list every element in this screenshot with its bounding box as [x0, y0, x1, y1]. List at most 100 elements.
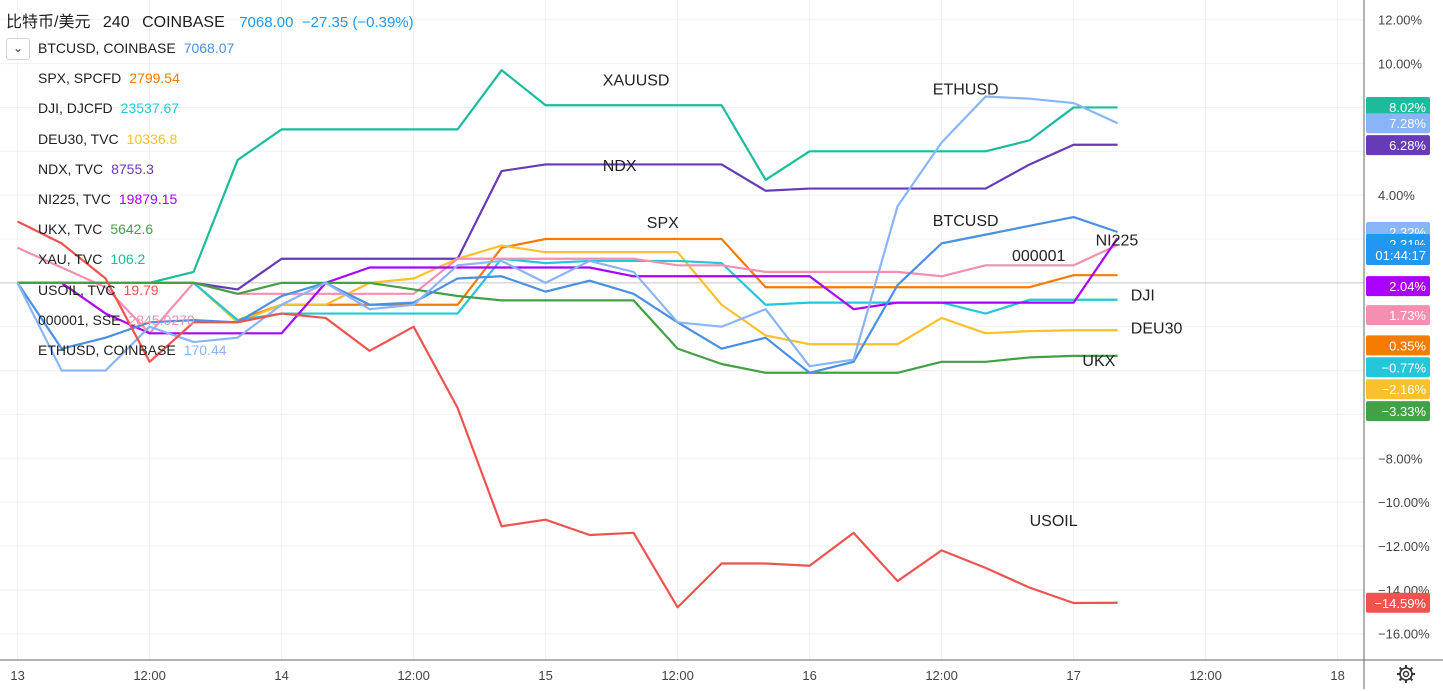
legend-symbol: NI225, TVC — [38, 190, 111, 207]
x-tick-label: 15 — [538, 668, 552, 683]
price-tag-label: 7.28% — [1389, 116, 1426, 131]
series-legend: BTCUSD, COINBASE 7068.07 SPX, SPCFD 2799.54… — [0, 36, 234, 368]
legend-value: 7068.07 — [183, 40, 235, 56]
legend-symbol: UKX, TVC — [38, 221, 103, 238]
legend-item[interactable]: USOIL, TVC 19.79 — [0, 278, 234, 308]
x-tick-label: 12:00 — [397, 668, 430, 683]
legend-symbol: DEU30, TVC — [38, 130, 119, 147]
price-tag — [1366, 379, 1430, 400]
price-tag-label: 6.28% — [1389, 138, 1426, 153]
x-tick-label: 16 — [802, 668, 816, 683]
series-label: ETHUSD — [933, 81, 999, 98]
price-tag — [1366, 357, 1430, 378]
series-line-usoil — [17, 220, 1118, 609]
legend-item[interactable]: UKX, TVC 5642.6 — [0, 217, 234, 247]
legend-value: 19879.15 — [118, 190, 178, 207]
series-line-ethusd — [16, 95, 1119, 372]
x-tick-label: 12:00 — [1189, 668, 1222, 683]
series-label: BTCUSD — [933, 213, 999, 230]
x-tick-label: 14 — [274, 668, 288, 683]
price-tag — [1366, 401, 1430, 422]
price-tag-label: 0.35% — [1389, 338, 1426, 353]
legend-value: 5642.6 — [110, 221, 154, 238]
y-tick-label: −10.00% — [1378, 495, 1430, 510]
x-tick-label: 12:00 — [133, 668, 166, 683]
legend-item[interactable]: 000001, SSE 2845.0270 — [0, 308, 234, 338]
legend-symbol: SPX, SPCFD — [38, 70, 122, 87]
price-tag-label: −0.77% — [1382, 360, 1427, 375]
price-change: −27.35 (−0.39%) — [301, 14, 414, 31]
x-tick-label: 18 — [1330, 668, 1344, 683]
legend-value: 2799.54 — [129, 70, 180, 87]
legend-item[interactable]: SPX, SPCFD 2799.54 — [0, 66, 234, 96]
y-tick-label: −16.00% — [1378, 627, 1430, 642]
series-line-btcusd — [16, 215, 1118, 374]
chart-settings-button[interactable] — [1394, 662, 1418, 686]
price-tag — [1366, 135, 1430, 156]
legend-value: 23537.67 — [120, 100, 180, 117]
x-tick-label: 17 — [1066, 668, 1080, 683]
gear-icon — [1397, 665, 1415, 683]
price-tag-label: −2.16% — [1382, 382, 1427, 397]
price-tag — [1366, 305, 1430, 326]
y-tick-label: 4.00% — [1378, 188, 1415, 203]
series-label: 000001 — [1012, 248, 1065, 265]
price-tag-label: 2.04% — [1389, 279, 1426, 294]
series-label: USOIL — [1030, 513, 1078, 530]
legend-symbol: XAU, TVC — [38, 251, 103, 268]
series-label: NI225 — [1096, 233, 1139, 250]
legend-item[interactable]: NI225, TVC 19879.15 — [0, 187, 234, 217]
x-tick-label: 12:00 — [925, 668, 958, 683]
chart-header: 比特币/美元 240 COINBASE 7068.00 −27.35 (−0.3… — [6, 8, 414, 32]
symbol-title[interactable]: 比特币/美元 — [6, 14, 91, 31]
price-tag — [1366, 276, 1430, 297]
price-tag-label: −14.59% — [1374, 596, 1426, 611]
legend-collapse-button[interactable]: ⌄ — [6, 38, 30, 60]
legend-item[interactable]: ETHUSD, COINBASE 170.44 — [0, 338, 234, 368]
legend-value: 19.79 — [123, 281, 159, 298]
price-tag-label: 8.02% — [1389, 100, 1426, 115]
y-tick-label: 10.00% — [1378, 57, 1423, 72]
legend-value: 2845.0270 — [128, 311, 195, 328]
x-tick-label: 13 — [10, 668, 24, 683]
series-label: UKX — [1082, 353, 1115, 370]
legend-symbol: BTCUSD, COINBASE — [38, 40, 176, 56]
legend-item[interactable]: DEU30, TVC 10336.8 — [0, 127, 234, 157]
legend-symbol: 000001, SSE — [38, 311, 121, 328]
series-label: DJI — [1131, 287, 1155, 304]
chevron-down-icon: ⌄ — [12, 41, 24, 55]
price-tag — [1366, 592, 1430, 613]
legend-value: 10336.8 — [126, 130, 178, 147]
y-tick-label: 12.00% — [1378, 13, 1423, 28]
price-tag — [1366, 113, 1430, 134]
legend-symbol: USOIL, TVC — [38, 281, 116, 298]
legend-item[interactable]: XAU, TVC 106.2 — [0, 247, 234, 277]
series-line-ukx — [17, 281, 1118, 374]
series-label: XAUUSD — [603, 73, 670, 90]
last-price: 7068.00 — [239, 14, 294, 31]
legend-value: 8755.3 — [111, 160, 154, 177]
y-tick-label: −12.00% — [1378, 539, 1430, 554]
x-tick-label: 12:00 — [661, 668, 694, 683]
resolution-label[interactable]: 240 — [102, 14, 130, 31]
series-label: NDX — [603, 158, 637, 175]
legend-symbol: NDX, TVC — [38, 160, 104, 177]
legend-item[interactable]: DJI, DJCFD 23537.67 — [0, 96, 234, 126]
series-label: SPX — [647, 215, 679, 232]
series-line-ni225 — [17, 237, 1119, 335]
legend-item[interactable]: BTCUSD, COINBASE 7068.07 — [0, 36, 234, 66]
exchange-label: COINBASE — [142, 14, 225, 31]
legend-value: 170.44 — [183, 341, 227, 358]
y-tick-label: −8.00% — [1378, 451, 1423, 466]
price-tag — [1366, 97, 1430, 118]
price-tag-label: −3.33% — [1382, 404, 1427, 419]
price-tag-label: 01:44:17 — [1375, 248, 1426, 263]
series-label: DEU30 — [1131, 320, 1183, 337]
price-tag — [1366, 335, 1430, 356]
legend-symbol: DJI, DJCFD — [38, 100, 113, 117]
legend-value: 106.2 — [110, 251, 146, 268]
price-tag — [1366, 245, 1430, 266]
price-tag-label: 1.73% — [1389, 308, 1426, 323]
legend-item[interactable]: NDX, TVC 8755.3 — [0, 157, 234, 187]
